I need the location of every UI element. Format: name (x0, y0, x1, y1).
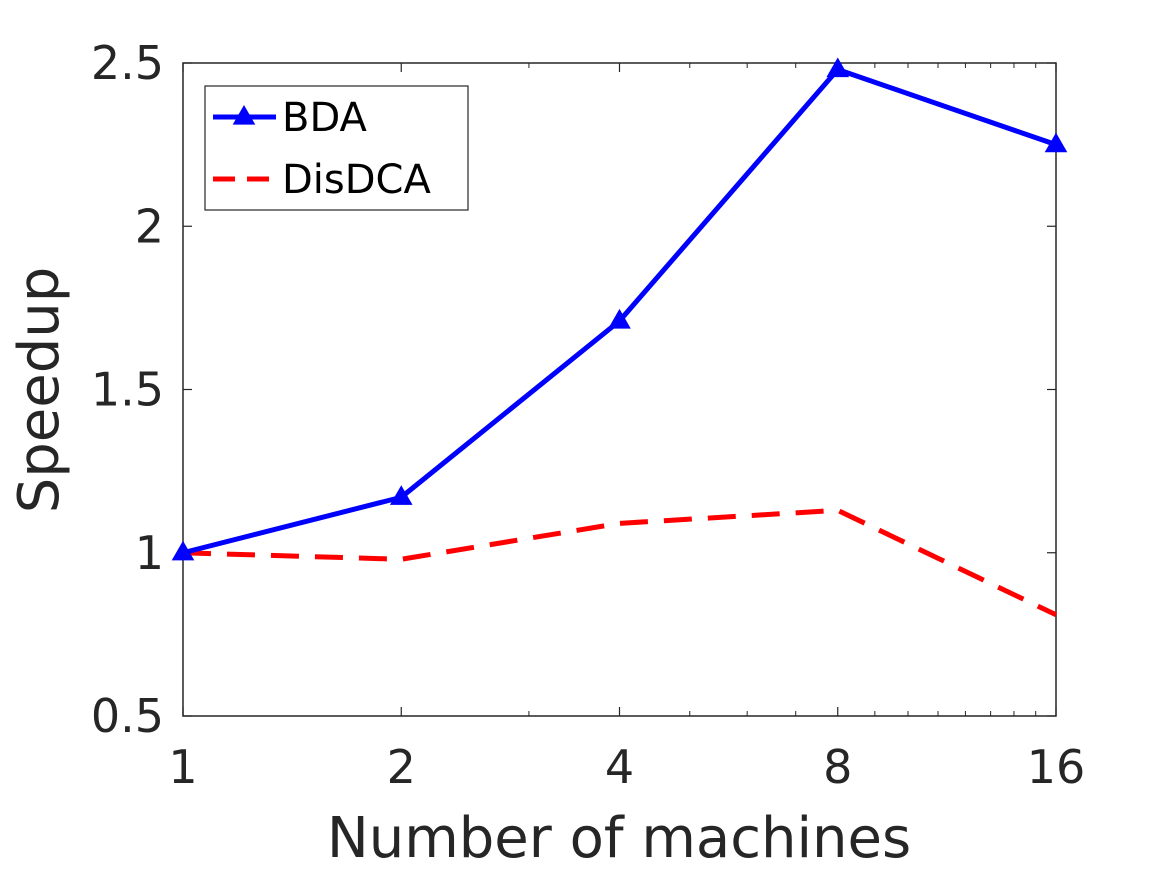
series-line-disdca (182, 507, 1058, 618)
x-tick-label: 4 (605, 740, 634, 794)
data-point-bda (608, 308, 631, 329)
x-tick-label: 8 (823, 740, 852, 794)
y-tick-label: 2 (135, 199, 164, 253)
x-tick-label: 16 (1027, 740, 1086, 794)
legend-marker-bda (232, 104, 256, 125)
data-point-bda (826, 57, 850, 78)
data-point-bda (1044, 132, 1068, 153)
x-tick-label: 1 (168, 740, 197, 794)
axis-tick-labels: 1 2 4 8 160.511.522.5 (91, 36, 1085, 794)
y-tick-label: 1.5 (91, 363, 164, 417)
y-tick-label: 2.5 (91, 36, 164, 90)
x-tick-label: 2 (387, 740, 416, 794)
data-point-bda (389, 485, 413, 505)
legend-label-bda: BDA (282, 95, 368, 141)
legend-box (204, 85, 469, 211)
series-layer (171, 57, 1068, 618)
data-point-bda (171, 540, 195, 561)
y-tick-label: 0.5 (91, 689, 164, 743)
y-tick-label: 1 (135, 526, 164, 580)
legend-label-disdca: DisDCA (282, 157, 431, 203)
x-axis-title: Number of machines (327, 806, 911, 871)
y-axis-title: Speedup (7, 267, 72, 514)
legend: BDA DisDCA (204, 85, 469, 211)
